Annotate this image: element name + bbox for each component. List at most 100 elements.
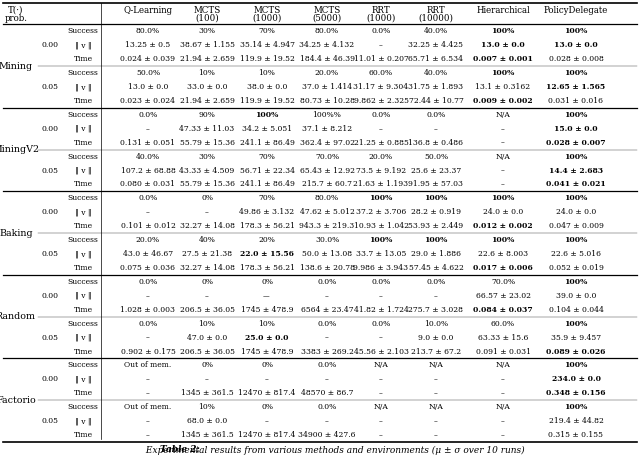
Text: 100%: 100% <box>564 28 588 35</box>
Text: 136.8 ± 0.486: 136.8 ± 0.486 <box>408 139 463 147</box>
Text: –: – <box>501 375 505 383</box>
Text: 241.1 ± 86.49: 241.1 ± 86.49 <box>239 139 294 147</box>
Text: 65.71 ± 6.534: 65.71 ± 6.534 <box>408 55 463 63</box>
Text: 33.7 ± 13.05: 33.7 ± 13.05 <box>356 250 406 258</box>
Text: 0%: 0% <box>261 278 273 286</box>
Text: –: – <box>146 417 150 425</box>
Text: 60.0%: 60.0% <box>491 319 515 328</box>
Text: 40%: 40% <box>198 236 216 244</box>
Text: 45.56 ± 2.103: 45.56 ± 2.103 <box>353 347 408 356</box>
Text: 24.0 ± 0.0: 24.0 ± 0.0 <box>483 208 523 216</box>
Text: 943.3 ± 219.3: 943.3 ± 219.3 <box>300 222 355 230</box>
Text: –: – <box>325 417 329 425</box>
Text: 0.902 ± 0.175: 0.902 ± 0.175 <box>120 347 175 356</box>
Text: 80.73 ± 10.28: 80.73 ± 10.28 <box>300 97 355 105</box>
Text: –: – <box>501 180 505 189</box>
Text: 0.0%: 0.0% <box>138 111 157 119</box>
Text: 9.862 ± 2.325: 9.862 ± 2.325 <box>353 97 408 105</box>
Text: 0%: 0% <box>201 278 213 286</box>
Text: 0.017 ± 0.006: 0.017 ± 0.006 <box>473 264 533 272</box>
Text: 0.009 ± 0.002: 0.009 ± 0.002 <box>473 97 533 105</box>
Text: –: – <box>146 334 150 341</box>
Text: 100%: 100% <box>369 236 393 244</box>
Text: 0.104 ± 0.044: 0.104 ± 0.044 <box>548 306 604 314</box>
Text: T(·): T(·) <box>8 6 24 15</box>
Text: Random: Random <box>0 312 36 321</box>
Text: Hierarchical: Hierarchical <box>476 6 530 15</box>
Text: 215.7 ± 60.7: 215.7 ± 60.7 <box>302 180 352 189</box>
Text: 0.00: 0.00 <box>42 292 58 300</box>
Text: ‖ v ‖: ‖ v ‖ <box>75 83 92 91</box>
Text: Time: Time <box>74 222 93 230</box>
Text: 70.0%: 70.0% <box>315 153 339 161</box>
Text: Time: Time <box>74 55 93 63</box>
Text: Time: Time <box>74 389 93 397</box>
Text: 1745 ± 478.9: 1745 ± 478.9 <box>241 347 293 356</box>
Text: ‖ v ‖: ‖ v ‖ <box>75 250 92 258</box>
Text: 0.00: 0.00 <box>42 375 58 383</box>
Text: 57.45 ± 4.622: 57.45 ± 4.622 <box>408 264 463 272</box>
Text: 0.0%: 0.0% <box>138 195 157 202</box>
Text: –: – <box>146 125 150 133</box>
Text: 0%: 0% <box>261 361 273 369</box>
Text: Success: Success <box>68 111 99 119</box>
Text: –: – <box>379 417 383 425</box>
Text: Factorio: Factorio <box>0 396 36 405</box>
Text: 100%: 100% <box>564 278 588 286</box>
Text: 20.0%: 20.0% <box>315 69 339 77</box>
Text: 63.33 ± 15.6: 63.33 ± 15.6 <box>478 334 528 341</box>
Text: –: – <box>434 389 438 397</box>
Text: MiningV2: MiningV2 <box>0 145 40 154</box>
Text: 37.0 ± 1.414: 37.0 ± 1.414 <box>302 83 352 91</box>
Text: 184.4 ± 46.39: 184.4 ± 46.39 <box>300 55 355 63</box>
Text: 13.25 ± 0.5: 13.25 ± 0.5 <box>125 41 171 49</box>
Text: 0.05: 0.05 <box>42 334 58 341</box>
Text: 24.0 ± 0.0: 24.0 ± 0.0 <box>556 208 596 216</box>
Text: 100%: 100% <box>255 111 278 119</box>
Text: 80.0%: 80.0% <box>315 195 339 202</box>
Text: –: – <box>379 389 383 397</box>
Text: 27.5 ± 21.38: 27.5 ± 21.38 <box>182 250 232 258</box>
Text: 20.0%: 20.0% <box>369 153 393 161</box>
Text: 0.024 ± 0.039: 0.024 ± 0.039 <box>120 55 175 63</box>
Text: 40.0%: 40.0% <box>424 28 448 35</box>
Text: 30%: 30% <box>198 153 216 161</box>
Text: 0%: 0% <box>261 403 273 411</box>
Text: 21.25 ± 0.885: 21.25 ± 0.885 <box>353 139 408 147</box>
Text: ‖ v ‖: ‖ v ‖ <box>75 208 92 216</box>
Text: 35.14 ± 4.947: 35.14 ± 4.947 <box>239 41 294 49</box>
Text: 90%: 90% <box>198 111 216 119</box>
Text: 1745 ± 478.9: 1745 ± 478.9 <box>241 306 293 314</box>
Text: N/A: N/A <box>495 361 511 369</box>
Text: Time: Time <box>74 180 93 189</box>
Text: 0.041 ± 0.021: 0.041 ± 0.021 <box>546 180 606 189</box>
Text: 0.023 ± 0.024: 0.023 ± 0.024 <box>120 97 175 105</box>
Text: 10%: 10% <box>198 319 216 328</box>
Text: MCTS: MCTS <box>193 6 221 15</box>
Text: 0.0%: 0.0% <box>371 319 390 328</box>
Text: N/A: N/A <box>429 361 444 369</box>
Text: (10000): (10000) <box>419 14 454 23</box>
Text: 0%: 0% <box>201 195 213 202</box>
Text: –: – <box>205 375 209 383</box>
Text: 11.01 ± 0.207: 11.01 ± 0.207 <box>353 55 408 63</box>
Text: 100%: 100% <box>492 69 515 77</box>
Text: Time: Time <box>74 347 93 356</box>
Text: 21.94 ± 2.659: 21.94 ± 2.659 <box>180 97 234 105</box>
Text: 53.93 ± 2.449: 53.93 ± 2.449 <box>408 222 463 230</box>
Text: 30%: 30% <box>198 28 216 35</box>
Text: 0.028 ± 0.007: 0.028 ± 0.007 <box>546 139 606 147</box>
Text: 100%: 100% <box>564 111 588 119</box>
Text: 38.0 ± 0.0: 38.0 ± 0.0 <box>247 83 287 91</box>
Text: 0.089 ± 0.026: 0.089 ± 0.026 <box>547 347 605 356</box>
Text: 47.33 ± 11.03: 47.33 ± 11.03 <box>179 125 235 133</box>
Text: 3383 ± 269.2: 3383 ± 269.2 <box>301 347 353 356</box>
Text: –: – <box>501 139 505 147</box>
Text: N/A: N/A <box>495 153 511 161</box>
Text: 91.95 ± 57.03: 91.95 ± 57.03 <box>408 180 463 189</box>
Text: 22.6 ± 5.016: 22.6 ± 5.016 <box>551 250 601 258</box>
Text: 66.57 ± 23.02: 66.57 ± 23.02 <box>476 292 531 300</box>
Text: 31.75 ± 1.893: 31.75 ± 1.893 <box>408 83 463 91</box>
Text: 40.0%: 40.0% <box>424 69 448 77</box>
Text: 15.0 ± 0.0: 15.0 ± 0.0 <box>554 125 598 133</box>
